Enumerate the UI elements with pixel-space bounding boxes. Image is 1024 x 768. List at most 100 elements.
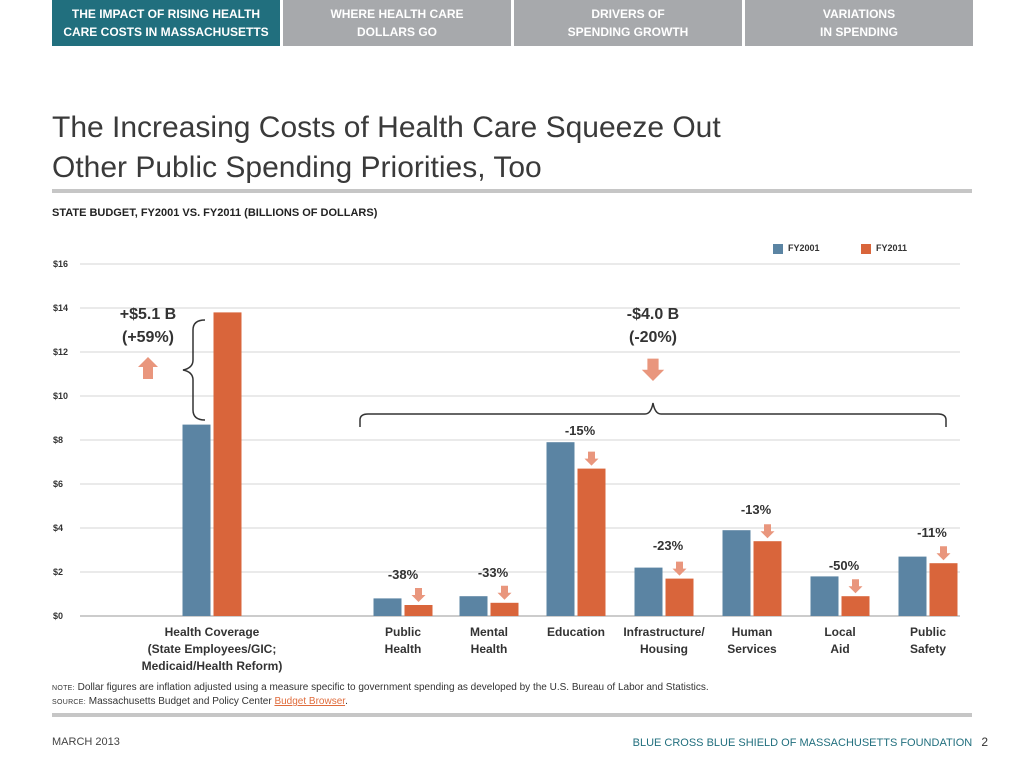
- category-label: Health: [471, 642, 508, 656]
- y-tick-label: $2: [53, 567, 63, 577]
- bar-fy2011: [404, 605, 433, 616]
- down-arrow-icon: [848, 579, 863, 594]
- chart-bars: [182, 312, 958, 616]
- tab-label-line2: IN SPENDING: [819, 25, 898, 39]
- increase-percent-label: (+59%): [122, 329, 174, 346]
- down-arrow-icon: [411, 588, 426, 602]
- category-label: Services: [727, 642, 777, 656]
- source-line: SOURCE: Massachusetts Budget and Policy …: [52, 696, 348, 707]
- bar-fy2001: [810, 576, 839, 616]
- legend-label: FY2001: [788, 243, 820, 253]
- category-label: Aid: [830, 642, 849, 656]
- footer-org-name: BLUE CROSS BLUE SHIELD OF MASSACHUSETTS …: [632, 737, 973, 749]
- category-label: Health: [385, 642, 422, 656]
- category-label: Public: [910, 625, 946, 639]
- tab-where-dollars-go[interactable]: WHERE HEALTH CARE DOLLARS GO: [283, 0, 511, 46]
- y-tick-label: $4: [53, 523, 63, 533]
- legend-label: FY2011: [876, 243, 907, 253]
- footer-date: MARCH 2013: [52, 736, 120, 748]
- decrease-amount-label: -$4.0 B: [627, 306, 679, 323]
- source-prefix: SOURCE:: [52, 699, 86, 706]
- tab-label-line1: THE IMPACT OF RISING HEALTH: [71, 7, 261, 21]
- source-text: Massachusetts Budget and Policy Center: [88, 696, 272, 707]
- tab-variations-in-spending[interactable]: VARIATIONS IN SPENDING: [745, 0, 973, 46]
- title-divider: [52, 189, 972, 193]
- down-arrow-icon: [641, 358, 665, 381]
- health-coverage-brace: [182, 319, 206, 421]
- increase-amount-label: +$5.1 B: [120, 306, 176, 323]
- down-arrow-icon: [497, 585, 512, 600]
- bar-fy2001: [898, 556, 927, 616]
- bar-fy2001: [373, 598, 402, 616]
- bar-fy2001: [459, 596, 488, 616]
- bar-fy2011: [213, 312, 242, 616]
- y-tick-label: $14: [53, 303, 68, 313]
- other-priorities-brace: [359, 402, 947, 427]
- source-end: .: [345, 696, 348, 707]
- tab-label-line1: WHERE HEALTH CARE: [330, 7, 464, 21]
- change-label: -50%: [829, 558, 860, 573]
- tab-label-line2: CARE COSTS IN MASSACHUSETTS: [63, 25, 269, 39]
- change-label: -33%: [478, 565, 509, 580]
- category-label: (State Employees/GIC;: [148, 642, 277, 656]
- tab-drivers-of-growth[interactable]: DRIVERS OF SPENDING GROWTH: [514, 0, 742, 46]
- notes-divider: [52, 713, 972, 717]
- tab-label-line2: DOLLARS GO: [356, 25, 437, 39]
- tab-impact-of-rising-costs[interactable]: THE IMPACT OF RISING HEALTH CARE COSTS I…: [52, 0, 280, 46]
- bar-fy2011: [841, 596, 870, 616]
- category-label: Human: [732, 625, 773, 639]
- y-tick-label: $10: [53, 391, 68, 401]
- y-tick-label: $0: [53, 611, 63, 621]
- chart-annotations: -38% -33% -15% -23% -13% -50% -11% +$5.1 B (+59%…: [120, 306, 951, 602]
- change-label: -11%: [917, 525, 947, 540]
- page-title-line1: The Increasing Costs of Health Care Sque…: [52, 111, 721, 144]
- bar-fy2011: [665, 578, 694, 616]
- change-label: -23%: [653, 538, 684, 553]
- bar-fy2011: [929, 563, 958, 616]
- page-number: 2: [981, 735, 988, 749]
- change-label: -13%: [741, 502, 772, 517]
- page-title: The Increasing Costs of Health Care Sque…: [52, 108, 952, 188]
- category-label: Education: [547, 625, 605, 639]
- bar-fy2011: [490, 602, 519, 616]
- note-line: NOTE: Dollar figures are inflation adjus…: [52, 682, 709, 693]
- tab-label-line1: VARIATIONS: [822, 7, 896, 21]
- tab-label-line1: DRIVERS OF: [591, 7, 665, 21]
- category-label: Public: [385, 625, 421, 639]
- category-label: Safety: [910, 642, 946, 656]
- bar-fy2001: [634, 567, 663, 616]
- budget-browser-link[interactable]: Budget Browser: [274, 696, 346, 707]
- legend-swatch: [861, 244, 871, 254]
- bar-fy2001: [722, 530, 751, 616]
- top-navigation: THE IMPACT OF RISING HEALTH CARE COSTS I…: [52, 0, 973, 46]
- note-prefix: NOTE:: [52, 685, 75, 692]
- y-tick-label: $16: [53, 259, 68, 269]
- bar-fy2001: [546, 442, 575, 616]
- page-title-line2: Other Public Spending Priorities, Too: [52, 151, 542, 184]
- y-tick-label: $12: [53, 347, 68, 357]
- y-tick-label: $6: [53, 479, 63, 489]
- chart-title: STATE BUDGET, FY2001 VS. FY2011 (BILLION…: [52, 207, 378, 219]
- category-label: Health Coverage: [165, 625, 260, 639]
- legend-swatch: [773, 244, 783, 254]
- bar-fy2011: [753, 541, 782, 616]
- y-tick-label: $8: [53, 435, 63, 445]
- category-label: Housing: [640, 642, 688, 656]
- category-label: Local: [824, 625, 855, 639]
- category-label: Infrastructure/: [623, 625, 705, 639]
- down-arrow-icon: [672, 561, 687, 576]
- up-arrow-icon: [138, 357, 158, 379]
- category-label: Medicaid/Health Reform): [142, 659, 283, 673]
- change-label: -15%: [565, 423, 596, 438]
- down-arrow-icon: [584, 451, 599, 466]
- category-label: Mental: [470, 625, 508, 639]
- change-label: -38%: [388, 567, 419, 582]
- chart-labels: Health Coverage (State Employees/GIC; Medi…: [142, 625, 947, 673]
- down-arrow-icon: [936, 546, 951, 561]
- bar-fy2011: [577, 468, 606, 616]
- decrease-percent-label: (-20%): [629, 329, 677, 346]
- bar-chart: $0 $2 $4 $6 $8 $10 $12 $14 $16 FY2001 FY2011 Heal…: [53, 243, 960, 673]
- note-text: Dollar figures are inflation adjusted us…: [77, 682, 709, 693]
- bar-fy2001: [182, 424, 211, 616]
- down-arrow-icon: [760, 524, 775, 539]
